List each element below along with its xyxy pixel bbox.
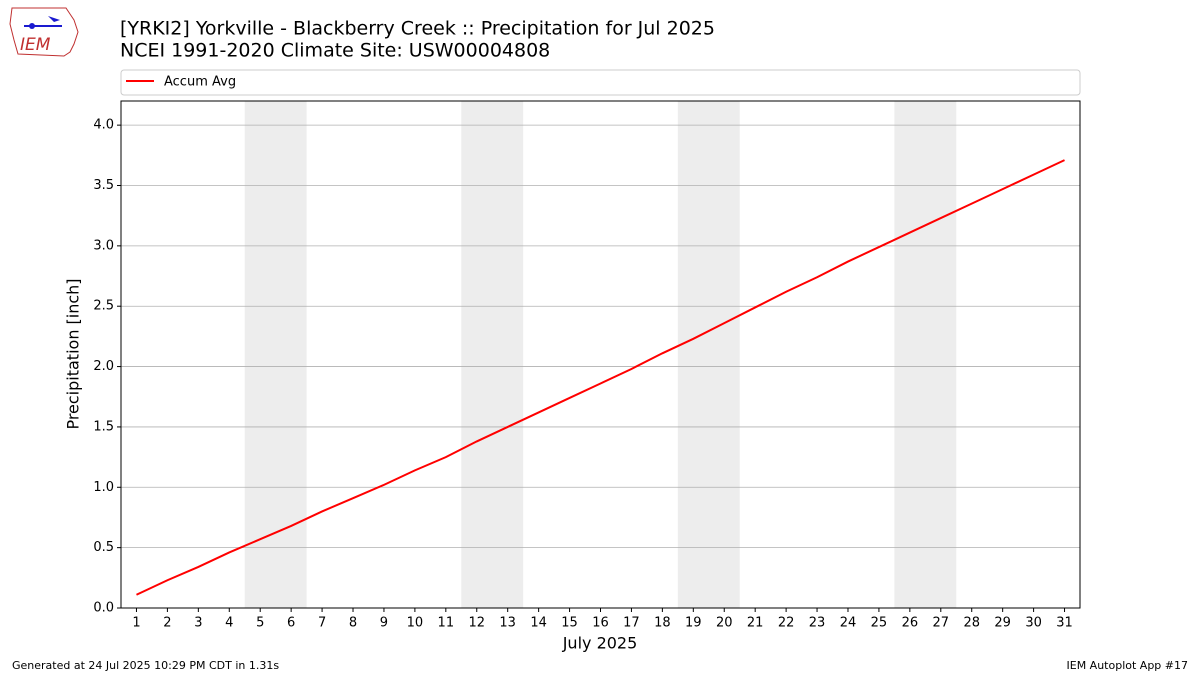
x-tick-label: 16 — [592, 616, 609, 631]
series-line — [136, 159, 1065, 596]
logo: IEM — [9, 7, 79, 57]
x-tick-label: 8 — [349, 616, 357, 631]
y-tick-label: 3.5 — [93, 178, 114, 193]
legend-box — [120, 69, 1081, 96]
x-tick-label: 1 — [132, 616, 140, 631]
chart-subtitle: NCEI 1991-2020 Climate Site: USW00004808 — [120, 40, 550, 62]
x-tick-label: 22 — [778, 616, 795, 631]
weekend-band — [461, 101, 524, 608]
logo-text: IEM — [20, 35, 51, 55]
x-tick-label: 11 — [438, 616, 455, 631]
x-tick-label: 4 — [225, 616, 233, 631]
x-tick-label: 2 — [163, 616, 171, 631]
y-tick-label: 1.0 — [93, 480, 114, 495]
weekend-band — [677, 101, 740, 608]
logo-dot — [29, 23, 35, 29]
x-tick-label: 20 — [716, 616, 733, 631]
x-tick-label: 18 — [654, 616, 671, 631]
x-tick-label: 26 — [902, 616, 919, 631]
logo-outline — [9, 7, 79, 57]
x-tick-label: 21 — [747, 616, 764, 631]
weekend-band — [894, 101, 957, 608]
chart-title: [YRKI2] Yorkville - Blackberry Creek :: … — [120, 18, 715, 40]
legend-label: Accum Avg — [164, 75, 236, 90]
y-tick-label: 3.0 — [93, 238, 114, 253]
x-tick-label: 14 — [530, 616, 547, 631]
y-tick-label: 0.5 — [93, 540, 114, 555]
x-tick-label: 19 — [685, 616, 702, 631]
y-tick-label: 2.5 — [93, 299, 114, 314]
x-tick-label: 3 — [194, 616, 202, 631]
x-tick-label: 10 — [407, 616, 424, 631]
x-tick-label: 25 — [871, 616, 888, 631]
y-tick-label: 4.0 — [93, 118, 114, 133]
plot-frame — [120, 100, 1081, 609]
x-tick-label: 5 — [256, 616, 264, 631]
y-tick-label: 2.0 — [93, 359, 114, 374]
x-tick-label: 17 — [623, 616, 640, 631]
logo-flag — [48, 16, 60, 22]
y-tick-label: 0.0 — [93, 601, 114, 616]
footer-left: Generated at 24 Jul 2025 10:29 PM CDT in… — [12, 659, 279, 672]
y-tick-label: 1.5 — [93, 419, 114, 434]
x-tick-label: 13 — [499, 616, 516, 631]
x-tick-label: 24 — [840, 616, 857, 631]
x-tick-label: 31 — [1056, 616, 1073, 631]
x-tick-label: 12 — [468, 616, 485, 631]
x-tick-label: 6 — [287, 616, 295, 631]
x-tick-label: 28 — [963, 616, 980, 631]
x-tick-label: 27 — [933, 616, 950, 631]
x-tick-label: 29 — [994, 616, 1011, 631]
footer-right: IEM Autoplot App #17 — [1067, 659, 1189, 672]
x-tick-label: 23 — [809, 616, 826, 631]
x-axis-label: July 2025 — [562, 634, 638, 653]
y-axis-label: Precipitation [inch] — [64, 278, 83, 429]
x-tick-label: 9 — [380, 616, 388, 631]
x-tick-label: 15 — [561, 616, 578, 631]
x-tick-label: 7 — [318, 616, 326, 631]
x-tick-label: 30 — [1025, 616, 1042, 631]
